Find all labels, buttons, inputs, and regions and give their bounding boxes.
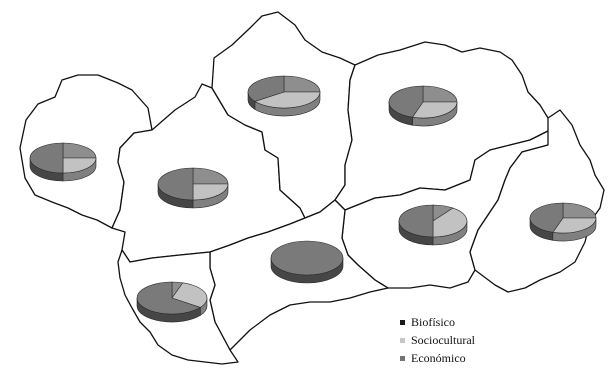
pie-slice-biofisico <box>283 75 321 93</box>
legend-label-sociocultural: Sociocultural <box>411 333 475 347</box>
pie-slice-sociocultural <box>192 183 229 201</box>
pie-slice-biofisico <box>62 142 97 159</box>
province-outlines <box>19 11 605 365</box>
pie-cadiz <box>136 281 208 323</box>
pie-slice-economico <box>29 142 64 174</box>
pie-slice-sociocultural <box>171 282 208 308</box>
legend-label-economico: Económico <box>411 351 466 365</box>
pie-slice-biofisico <box>562 202 597 219</box>
legend-item-sociocultural: Sociocultural <box>400 331 475 349</box>
pie-malaga <box>270 240 344 284</box>
pie-charts <box>29 75 597 323</box>
pie-slice-economico <box>136 281 202 315</box>
pie-almeria <box>529 202 597 242</box>
pie-slice-sociocultural <box>62 157 97 174</box>
pie-slice-sociocultural <box>411 101 458 119</box>
legend-swatch-biofisico <box>400 319 405 325</box>
pie-slice-economico <box>247 75 285 102</box>
legend-item-biofisico: Biofísico <box>400 313 475 331</box>
pie-sevilla <box>157 167 229 209</box>
legend: Biofísico Sociocultural Económico <box>400 313 475 367</box>
legend-swatch-economico <box>400 355 405 361</box>
pie-slice-sociocultural <box>552 217 597 234</box>
pie-cordoba <box>247 75 321 117</box>
province-almeria <box>469 109 605 293</box>
pie-slice-sociocultural <box>254 91 321 109</box>
legend-item-economico: Económico <box>400 349 475 367</box>
pie-slice-economico <box>398 204 434 238</box>
pie-slice-biofisico <box>192 167 229 185</box>
pie-granada <box>398 204 468 246</box>
legend-swatch-sociocultural <box>400 337 405 343</box>
pie-slice-economico <box>388 85 424 118</box>
pie-slice-economico <box>157 167 194 201</box>
pie-slice-economico <box>529 202 564 233</box>
pie-slice-economico <box>270 240 344 276</box>
pie-huelva <box>29 142 97 182</box>
pie-slice-biofisico <box>422 85 458 103</box>
pie-jaen <box>388 85 458 127</box>
legend-label-biofisico: Biofísico <box>411 315 455 329</box>
pie-slice-sociocultural <box>432 207 468 238</box>
